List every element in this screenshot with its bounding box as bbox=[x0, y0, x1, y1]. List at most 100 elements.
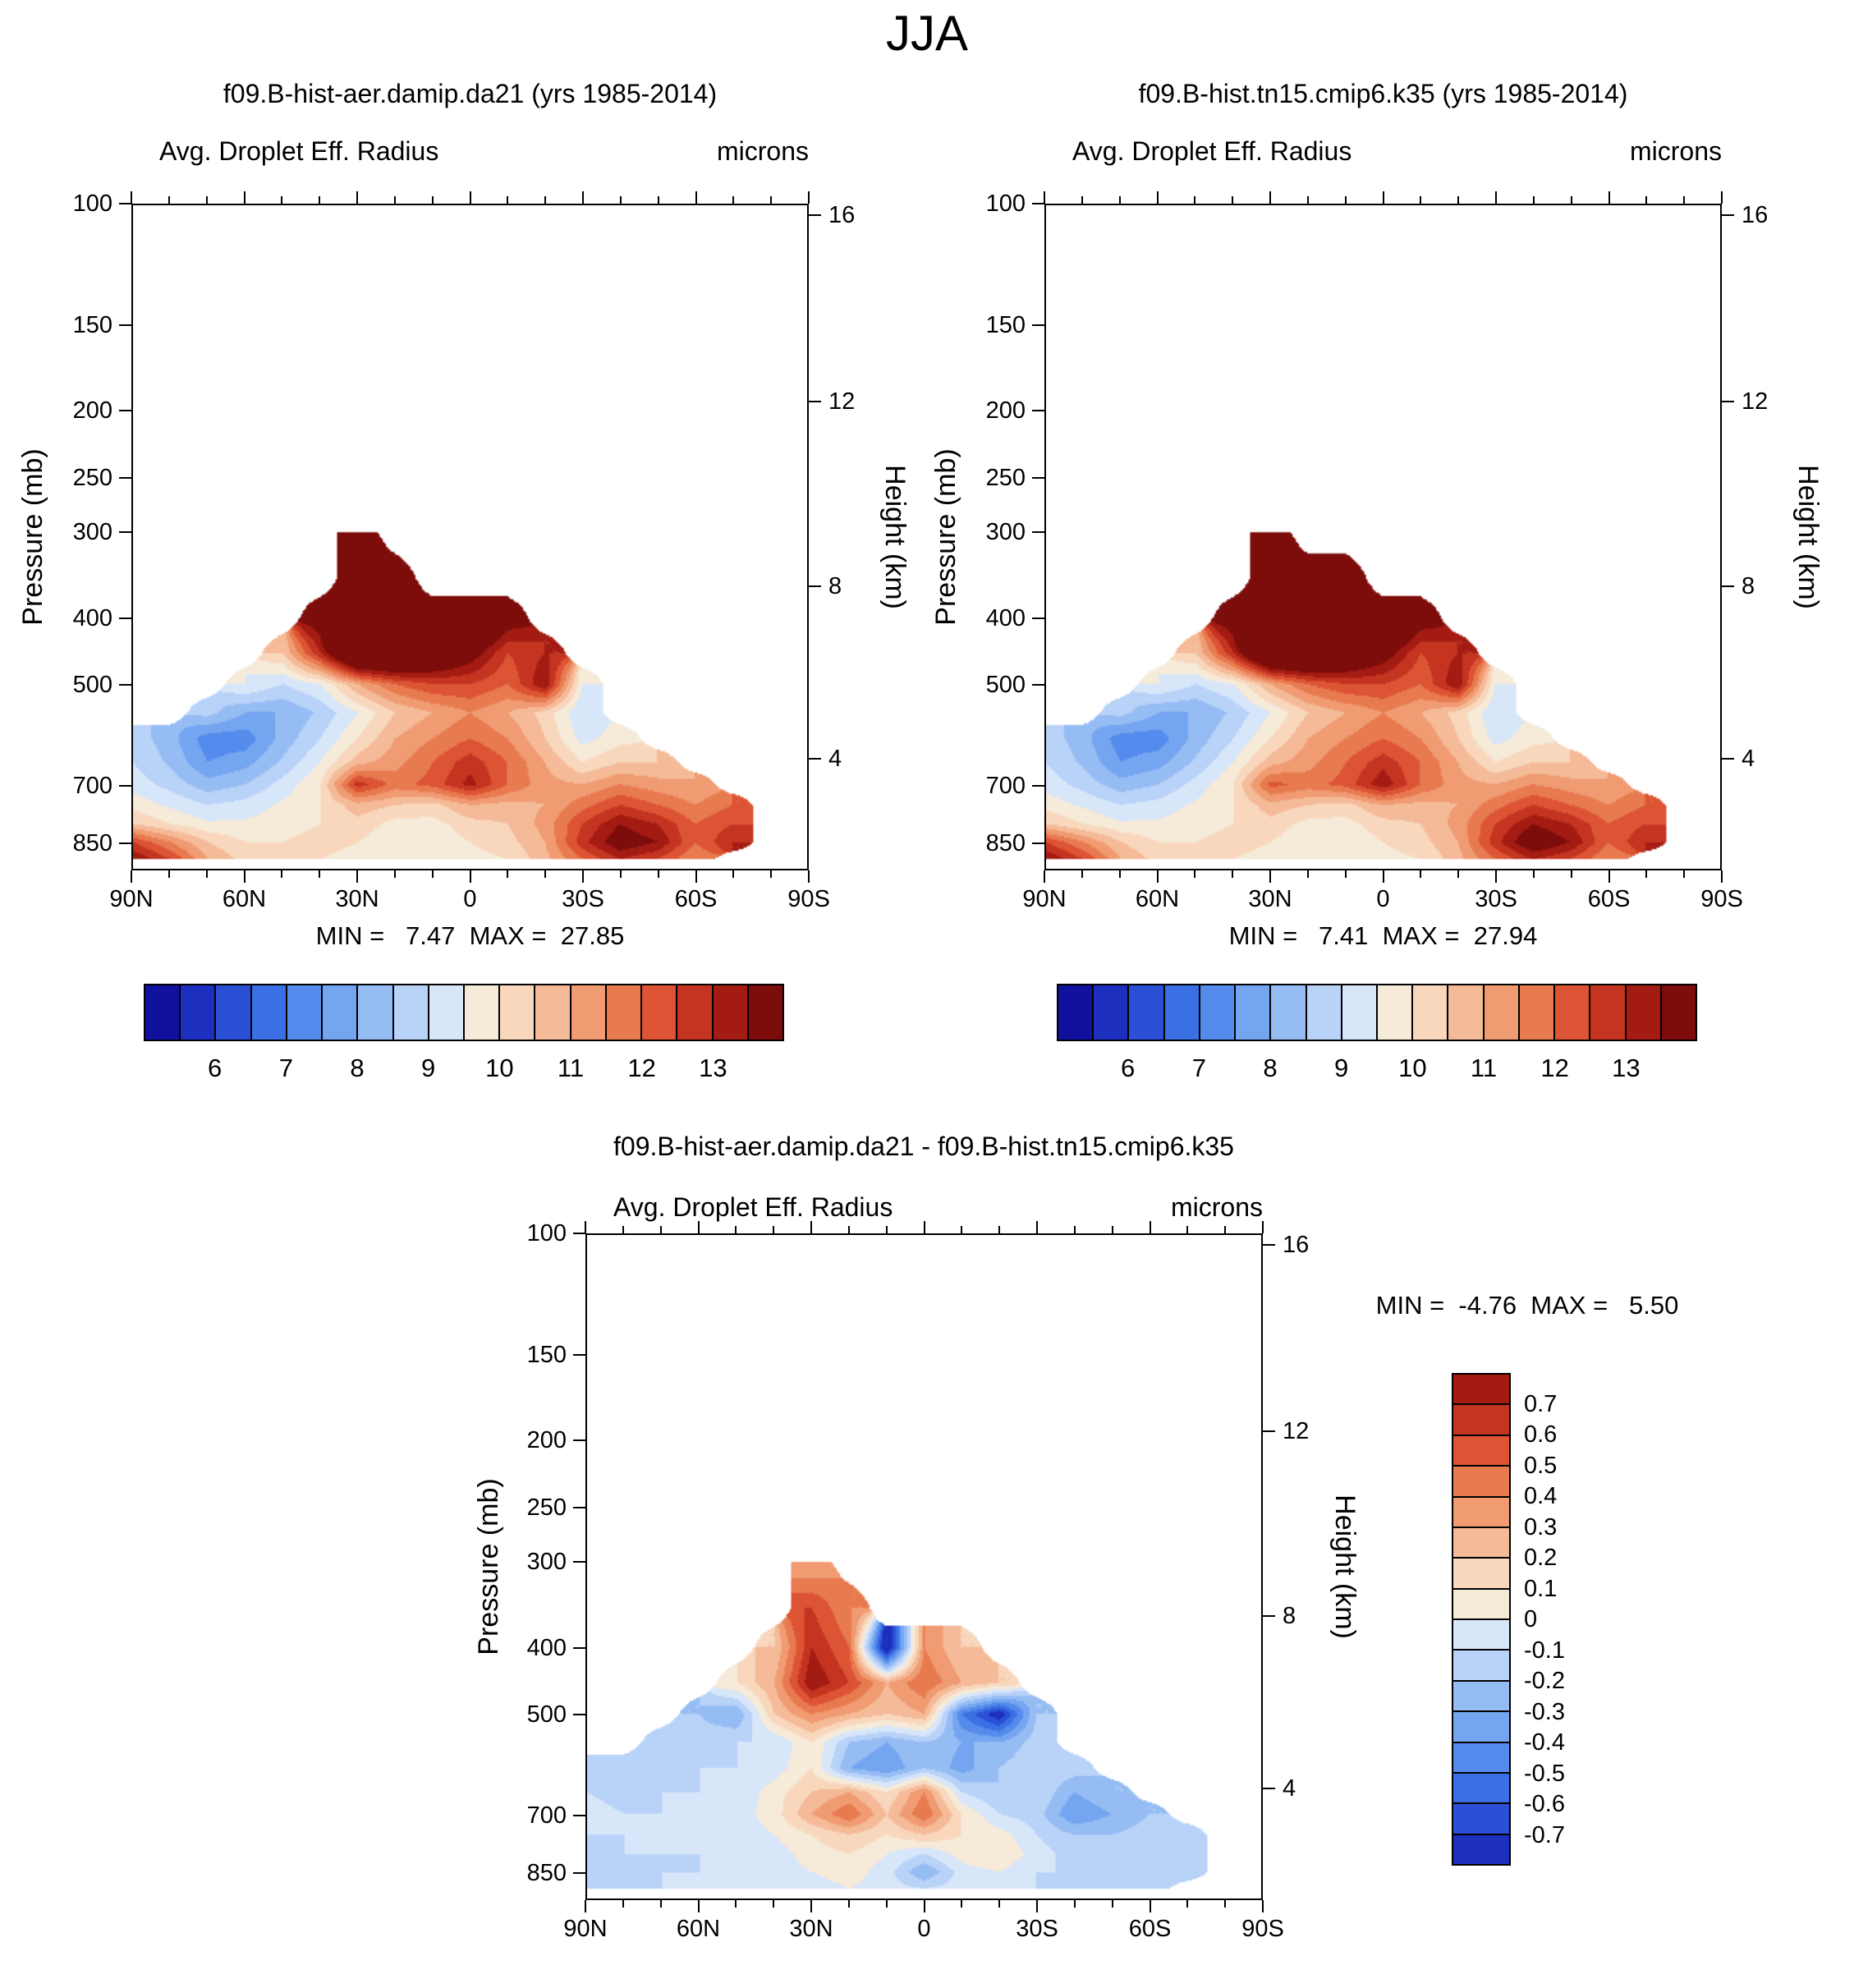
axis-tick bbox=[585, 1900, 586, 1912]
axis-tick bbox=[582, 191, 584, 204]
axis-tick bbox=[131, 191, 132, 204]
pressure-tick-label: 150 bbox=[72, 311, 112, 338]
axis-tick bbox=[697, 1900, 700, 1912]
axis-tick bbox=[1262, 1221, 1264, 1233]
pressure-tick-label: 850 bbox=[72, 830, 112, 857]
axis-tick bbox=[1457, 870, 1460, 878]
colorbar-cell bbox=[285, 985, 322, 1040]
axis-tick bbox=[732, 870, 735, 878]
axis-tick bbox=[1194, 870, 1196, 878]
axis-tick bbox=[356, 870, 358, 883]
axis-tick bbox=[507, 196, 509, 204]
axis-tick bbox=[923, 1900, 925, 1912]
colorbar-cell bbox=[498, 985, 535, 1040]
panel-a-height-axis-title: Height (km) bbox=[879, 465, 911, 609]
axis-tick bbox=[1570, 870, 1572, 878]
panel-c-minmax: MIN = -4.76 MAX = 5.50 bbox=[1375, 1291, 1679, 1320]
height-tick-label: 16 bbox=[1283, 1232, 1310, 1259]
lat-tick-label: 60N bbox=[1135, 886, 1180, 912]
colorbar-cell bbox=[676, 985, 712, 1040]
colorbar-cell bbox=[569, 985, 605, 1040]
height-tick-label: 16 bbox=[828, 202, 856, 229]
lat-tick-label: 60N bbox=[222, 886, 267, 912]
axis-tick bbox=[431, 870, 434, 878]
axis-tick bbox=[1645, 870, 1648, 878]
axis-tick bbox=[619, 870, 622, 878]
colorbar-tick-label: 0.6 bbox=[1524, 1421, 1558, 1448]
colorbar-tick-label: 10 bbox=[1398, 1054, 1427, 1082]
axis-tick bbox=[119, 842, 131, 845]
axis-tick bbox=[119, 684, 131, 686]
axis-tick bbox=[507, 870, 509, 878]
axis-tick bbox=[469, 870, 471, 883]
height-tick-label: 12 bbox=[1283, 1418, 1310, 1445]
colorbar-cell bbox=[250, 985, 286, 1040]
panel-a-units-label: microns bbox=[716, 136, 809, 166]
lat-tick-label: 90N bbox=[1022, 886, 1067, 912]
height-tick-label: 4 bbox=[1283, 1775, 1296, 1802]
axis-tick bbox=[1186, 1900, 1189, 1908]
colorbar-cell bbox=[711, 985, 747, 1040]
pressure-tick-label: 100 bbox=[72, 191, 112, 217]
axis-tick bbox=[773, 1900, 775, 1908]
axis-tick bbox=[1032, 842, 1044, 845]
axis-tick bbox=[393, 870, 396, 878]
axis-tick bbox=[573, 1714, 585, 1716]
axis-tick bbox=[770, 196, 773, 204]
pressure-tick-label: 400 bbox=[526, 1634, 567, 1661]
axis-tick bbox=[923, 1221, 925, 1233]
pressure-tick-label: 250 bbox=[72, 464, 112, 491]
axis-tick bbox=[1457, 196, 1460, 204]
axis-tick bbox=[1269, 191, 1271, 204]
axis-tick bbox=[1532, 196, 1535, 204]
axis-tick bbox=[1263, 1615, 1275, 1618]
panel-c-title: f09.B-hist-aer.damip.da21 - f09.B-hist.t… bbox=[613, 1132, 1234, 1161]
colorbar-cell bbox=[1453, 1679, 1509, 1711]
colorbar-tick-label: 6 bbox=[1121, 1054, 1136, 1082]
axis-tick bbox=[1722, 757, 1734, 760]
colorbar-cell bbox=[1482, 985, 1518, 1040]
axis-tick bbox=[119, 203, 131, 204]
panel-b-minmax: MIN = 7.41 MAX = 27.94 bbox=[1228, 921, 1538, 950]
axis-tick bbox=[168, 870, 170, 878]
axis-tick bbox=[205, 870, 208, 878]
lat-tick-label: 30N bbox=[335, 886, 379, 912]
colorbar-tick-label: 11 bbox=[557, 1054, 585, 1082]
colorbar-tick-label: 0.2 bbox=[1524, 1545, 1558, 1571]
lat-tick-label: 90S bbox=[1241, 1916, 1284, 1942]
axis-tick bbox=[1382, 191, 1384, 204]
lat-tick-label: 60S bbox=[1587, 886, 1631, 912]
panel-b-contour-canvas bbox=[1046, 205, 1720, 869]
axis-tick bbox=[1224, 1900, 1227, 1908]
colorbar-cell bbox=[1340, 985, 1376, 1040]
colorbar-cell bbox=[1553, 985, 1590, 1040]
pressure-tick-label: 300 bbox=[526, 1549, 567, 1576]
axis-tick bbox=[1111, 1226, 1113, 1233]
axis-tick bbox=[1722, 585, 1734, 588]
colorbar-tick-label: -0.3 bbox=[1524, 1698, 1565, 1725]
axis-tick bbox=[1306, 870, 1309, 878]
axis-tick bbox=[659, 1900, 662, 1908]
colorbar-cell bbox=[145, 985, 180, 1040]
axis-tick bbox=[281, 870, 283, 878]
pressure-tick-label: 500 bbox=[72, 672, 112, 699]
figure-title: JJA bbox=[885, 6, 969, 61]
axis-tick bbox=[961, 1226, 963, 1233]
height-tick-label: 16 bbox=[1742, 202, 1769, 229]
axis-tick bbox=[573, 1506, 585, 1508]
axis-tick bbox=[1721, 191, 1723, 204]
axis-tick bbox=[1149, 1900, 1151, 1912]
axis-tick bbox=[469, 191, 471, 204]
axis-tick bbox=[1081, 870, 1083, 878]
axis-tick bbox=[808, 191, 810, 204]
colorbar-tick-label: 12 bbox=[627, 1054, 656, 1082]
colorbar-cell bbox=[1058, 985, 1093, 1040]
colorbar-tick-label: -0.7 bbox=[1524, 1821, 1565, 1848]
colorbar-cell bbox=[1092, 985, 1128, 1040]
colorbar-cell bbox=[1453, 1618, 1509, 1650]
axis-tick bbox=[732, 196, 735, 204]
pressure-tick-label: 700 bbox=[985, 772, 1026, 799]
lat-tick-label: 30N bbox=[1248, 886, 1292, 912]
axis-tick bbox=[1032, 203, 1044, 204]
panel-b-units-label: microns bbox=[1629, 136, 1722, 166]
